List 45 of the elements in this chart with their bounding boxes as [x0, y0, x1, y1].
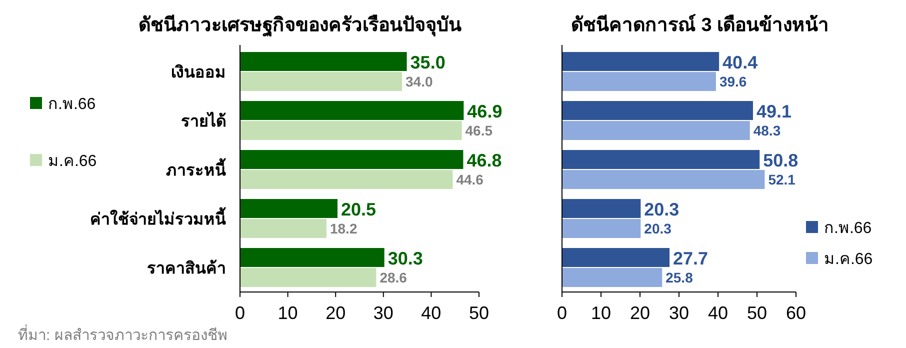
chart-title: ดัชนีคาดการณ์ 3 เดือนข้างหน้า — [570, 14, 830, 36]
x-tick-label: 10 — [278, 303, 298, 323]
legend-label: ม.ค.66 — [824, 251, 873, 268]
data-label: 49.1 — [756, 102, 792, 122]
x-tick-label: 0 — [234, 303, 246, 323]
data-label: 27.7 — [673, 248, 708, 268]
data-label: 52.1 — [768, 172, 796, 188]
y-tick-label: รายได้ — [181, 112, 226, 130]
data-label: 30.3 — [388, 248, 423, 268]
y-tick-label: ราคาสินค้า — [147, 260, 226, 278]
x-tick-label: 10 — [590, 303, 612, 323]
legend-label: ก.พ.66 — [48, 96, 96, 113]
legend-label: ก.พ.66 — [824, 220, 872, 237]
data-label: 40.4 — [722, 52, 758, 72]
x-tick-label: 30 — [668, 303, 690, 323]
x-tick-label: 50 — [468, 303, 490, 323]
x-tick-label: 40 — [708, 303, 728, 323]
data-label: 28.6 — [380, 270, 408, 286]
x-tick-label: 50 — [746, 303, 768, 323]
data-label: 35.0 — [410, 52, 446, 72]
data-label: 50.8 — [763, 150, 798, 170]
x-tick-label: 20 — [630, 303, 650, 323]
data-label: 46.5 — [465, 122, 493, 138]
y-tick-label: ภาระหนี้ — [166, 158, 226, 180]
data-label: 44.6 — [456, 172, 484, 188]
x-tick-label: 40 — [421, 303, 442, 323]
data-label: 34.0 — [406, 74, 433, 90]
data-label: 46.8 — [466, 150, 502, 170]
data-label: 20.3 — [644, 220, 672, 236]
data-label: 20.5 — [340, 200, 376, 220]
data-label: 20.3 — [644, 200, 680, 220]
x-tick-label: 0 — [556, 303, 568, 323]
data-label: 39.6 — [719, 74, 747, 90]
y-tick-label: ค่าใช้จ่ายไม่รวมหนี้ — [90, 206, 226, 228]
data-label: 48.3 — [753, 122, 781, 138]
x-tick-label: 60 — [786, 303, 806, 323]
x-tick-label: 20 — [326, 303, 346, 323]
data-label: 18.2 — [330, 220, 358, 236]
x-tick-label: 30 — [373, 303, 394, 323]
data-label: 25.8 — [666, 270, 694, 286]
y-tick-label: เงินออม — [171, 64, 226, 82]
legend-label: ม.ค.66 — [48, 153, 97, 170]
data-label: 46.9 — [467, 102, 502, 122]
text: ที่มา: ผลสำรวจภาวะการครองชีพ — [18, 324, 228, 344]
chart-title: ดัชนีภาวะเศรษฐกิจของครัวเรือนปัจจุบัน — [138, 14, 462, 38]
